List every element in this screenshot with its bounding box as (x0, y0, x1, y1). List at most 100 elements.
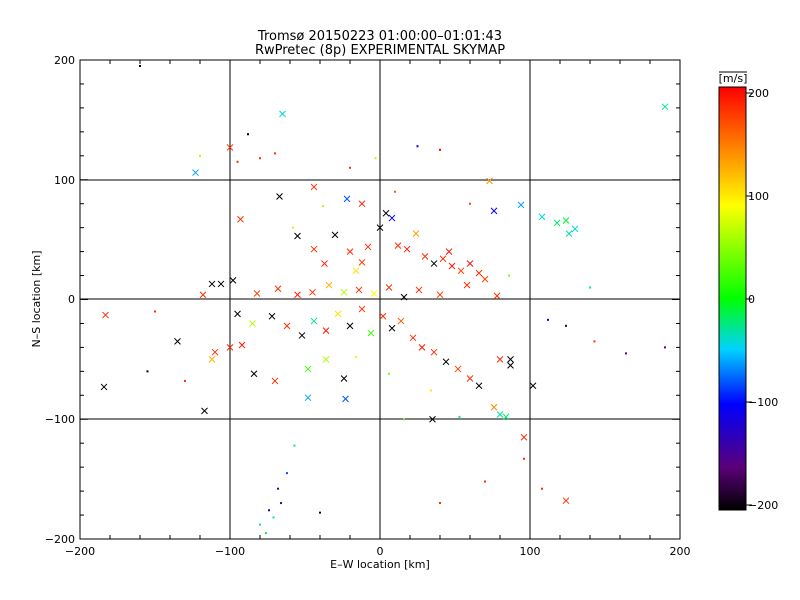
scatter-point-cross (507, 362, 514, 369)
x-tick-label: −100 (215, 545, 245, 558)
scatter-point-cross (379, 312, 387, 320)
scatter-point-cross (331, 231, 339, 239)
scatter-point-dot (664, 346, 666, 349)
scatter-point-cross (448, 262, 456, 270)
scatter-point-dot (236, 160, 239, 163)
scatter-point-cross (400, 293, 408, 301)
scatter-point-cross (562, 217, 570, 224)
scatter-point-dot (265, 532, 267, 535)
scatter-point-cross (388, 324, 396, 332)
scatter-point-cross (208, 356, 216, 363)
scatter-point-cross (661, 103, 669, 111)
scatter-point-cross (102, 311, 109, 319)
scatter-point-cross (304, 394, 312, 402)
scatter-point-cross (496, 356, 504, 363)
chart-title: Tromsø 20150223 01:00:00–01:01:43 (257, 29, 502, 44)
scatter-point-cross (234, 310, 241, 318)
scatter-point-cross (370, 290, 378, 297)
scatter-point-cross (538, 213, 546, 221)
scatter-point-dot (274, 152, 276, 155)
scatter-point-dot (439, 148, 441, 151)
scatter-point-dot (139, 64, 141, 67)
y-tick-label: 0 (68, 293, 75, 306)
data-points (100, 64, 669, 535)
x-tick-label: 200 (670, 545, 691, 558)
scatter-point-cross (486, 177, 493, 185)
scatter-point-cross (238, 341, 246, 349)
scatter-point-dot (259, 157, 261, 160)
minor-ticks (79, 59, 681, 540)
colorbar-tick-label: −200 (748, 499, 778, 512)
scatter-point-dot (458, 415, 461, 418)
scatter-point-dot (322, 205, 324, 208)
scatter-point-cross (346, 322, 354, 330)
scatter-point-cross (201, 407, 208, 415)
scatter-point-cross (358, 200, 366, 208)
scatter-point-cross (445, 248, 453, 255)
x-tick-label: 100 (520, 545, 541, 558)
scatter-point-cross (466, 375, 474, 382)
scatter-point-dot (374, 157, 377, 160)
scatter-point-dot (625, 352, 627, 355)
scatter-point-dot (286, 472, 288, 475)
scatter-point-cross (475, 382, 483, 390)
scatter-point-cross (412, 230, 420, 237)
scatter-point-cross (310, 245, 318, 253)
scatter-point-cross (271, 377, 279, 385)
scatter-point-dot (280, 502, 282, 505)
scatter-point-dot (565, 324, 567, 327)
scatter-point-cross (310, 317, 318, 325)
scatter-point-cross (199, 291, 207, 299)
scatter-point-dot (388, 372, 390, 375)
colorbar: [m/s] 200 100 0 −100 −200 (718, 71, 778, 512)
scatter-point-dot (292, 226, 294, 229)
y-tick-label: −100 (45, 413, 75, 426)
scatter-point-cross (321, 260, 328, 267)
scatter-point-cross (571, 225, 579, 233)
scatter-point-dot (394, 190, 396, 193)
scatter-point-dot (430, 389, 432, 392)
scatter-point-dot (199, 154, 201, 157)
scatter-point-cross (565, 230, 573, 237)
y-axis-label: N–S location [km] (30, 250, 43, 347)
scatter-point-cross (268, 312, 276, 320)
scatter-point-cross (376, 224, 384, 232)
scatter-point-cross (490, 403, 498, 411)
colorbar-gradient (718, 86, 747, 511)
scatter-point-cross (342, 395, 349, 403)
scatter-point-cross (355, 286, 363, 294)
scatter-point-cross (192, 169, 199, 176)
scatter-point-cross (283, 322, 291, 330)
scatter-point-cross (226, 344, 234, 351)
scatter-point-cross (304, 365, 312, 373)
scatter-point-cross (237, 215, 244, 223)
scatter-point-cross (415, 286, 423, 294)
scatter-point-cross (436, 291, 444, 299)
scatter-point-cross (211, 348, 219, 356)
scatter-point-cross (529, 382, 537, 390)
scatter-point-dot (259, 523, 261, 526)
colorbar-ticks (746, 92, 752, 506)
scatter-point-cross (430, 260, 438, 267)
scatter-point-cross (346, 248, 354, 255)
scatter-point-cross (385, 284, 393, 291)
scatter-point-cross (343, 195, 351, 203)
scatter-point-cross (507, 356, 514, 363)
scatter-point-cross (249, 320, 256, 327)
colorbar-tick-label: 0 (748, 293, 755, 306)
scatter-point-cross (442, 358, 450, 366)
scatter-point-cross (250, 370, 258, 378)
scatter-point-cross (439, 255, 447, 263)
scatter-point-cross (208, 280, 216, 288)
scatter-point-cross (418, 344, 426, 351)
scatter-point-cross (325, 281, 333, 289)
scatter-point-cross (430, 348, 438, 356)
scatter-point-cross (100, 383, 108, 391)
scatter-point-dot (247, 133, 249, 136)
colorbar-tick-label: 100 (748, 190, 769, 203)
scatter-point-cross (294, 291, 301, 299)
scatter-point-dot (272, 516, 275, 519)
scatter-point-dot (184, 379, 186, 382)
scatter-point-dot (416, 145, 419, 148)
scatter-point-cross (274, 285, 282, 293)
